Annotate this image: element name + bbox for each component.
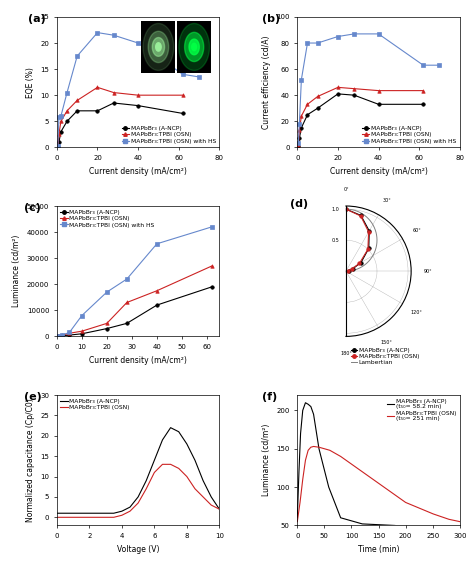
Legend: MAPbBr₃ (A-NCP), MAPbBr₃:TPBI (OSN), MAPbBr₃:TPBI (OSN) with HS: MAPbBr₃ (A-NCP), MAPbBr₃:TPBI (OSN), MAP… [60, 209, 155, 228]
Text: (b): (b) [262, 14, 280, 24]
MAPbBr₃ (A-NCP)
(t₅₀= 58.2 min) [326, 484, 332, 490]
MAPbBr₃ (A-NCP)
(t₅₀= 58.2 min) [308, 403, 314, 410]
Text: (f): (f) [262, 393, 277, 402]
MAPbBr₃ (A-NCP)
(t₅₀= 58.2 min) [294, 514, 300, 521]
Y-axis label: Normalized capacitance (Cp/C0): Normalized capacitance (Cp/C0) [26, 398, 35, 522]
MAPbBr₃ (A-NCP)
(t₅₀= 58.2 min) [298, 430, 303, 437]
MAPbBr₃:TPBI (OSN)
(t₅₀= 251 min) [308, 444, 314, 451]
Text: (a): (a) [27, 14, 46, 24]
MAPbBr₃:TPBI (OSN)
(t₅₀= 251 min) [302, 457, 308, 464]
MAPbBr₃:TPBI (OSN)
(t₅₀= 251 min) [365, 472, 371, 479]
Line: MAPbBr₃ (A-NCP)
(t₅₀= 58.2 min): MAPbBr₃ (A-NCP) (t₅₀= 58.2 min) [297, 403, 395, 525]
Legend: MAPbBr₃ (A-NCP), MAPbBr₃:TPBI (OSN), MAPbBr₃:TPBI (OSN) with HS: MAPbBr₃ (A-NCP), MAPbBr₃:TPBI (OSN), MAP… [121, 125, 216, 144]
MAPbBr₃:TPBI (OSN)
(t₅₀= 251 min) [311, 443, 317, 450]
X-axis label: Current density (mA/cm²): Current density (mA/cm²) [89, 355, 187, 364]
Y-axis label: Current efficiency (cd/A): Current efficiency (cd/A) [262, 36, 271, 129]
MAPbBr₃ (A-NCP)
(t₅₀= 58.2 min) [302, 399, 308, 406]
MAPbBr₃:TPBI (OSN)
(t₅₀= 251 min) [338, 453, 344, 460]
Y-axis label: Luminance (cd/m²): Luminance (cd/m²) [12, 235, 21, 307]
Line: MAPbBr₃:TPBI (OSN)
(t₅₀= 251 min): MAPbBr₃:TPBI (OSN) (t₅₀= 251 min) [297, 446, 460, 521]
MAPbBr₃ (A-NCP)
(t₅₀= 58.2 min) [296, 468, 302, 475]
MAPbBr₃:TPBI (OSN)
(t₅₀= 251 min) [294, 518, 300, 525]
X-axis label: Voltage (V): Voltage (V) [117, 545, 159, 554]
MAPbBr₃ (A-NCP)
(t₅₀= 58.2 min) [311, 411, 317, 418]
Y-axis label: Luminance (cd/m²): Luminance (cd/m²) [262, 424, 271, 497]
MAPbBr₃:TPBI (OSN)
(t₅₀= 251 min) [327, 447, 333, 454]
Y-axis label: EQE (%): EQE (%) [26, 67, 35, 98]
Legend: MAPbBr₃ (A-NCP), MAPbBr₃:TPBI (OSN), MAPbBr₃:TPBI (OSN) with HS: MAPbBr₃ (A-NCP), MAPbBr₃:TPBI (OSN), MAP… [361, 125, 457, 144]
MAPbBr₃ (A-NCP)
(t₅₀= 58.2 min) [300, 407, 306, 414]
MAPbBr₃ (A-NCP)
(t₅₀= 58.2 min) [338, 514, 344, 521]
X-axis label: Current density (mA/cm²): Current density (mA/cm²) [329, 167, 428, 176]
Legend: MAPbBr₃ (A-NCP), MAPbBr₃:TPBI (OSN): MAPbBr₃ (A-NCP), MAPbBr₃:TPBI (OSN) [60, 398, 130, 411]
Text: (c): (c) [24, 203, 41, 214]
MAPbBr₃:TPBI (OSN)
(t₅₀= 251 min) [305, 447, 311, 454]
MAPbBr₃ (A-NCP)
(t₅₀= 58.2 min) [305, 401, 311, 408]
MAPbBr₃:TPBI (OSN)
(t₅₀= 251 min) [300, 476, 306, 483]
MAPbBr₃:TPBI (OSN)
(t₅₀= 251 min) [381, 484, 387, 490]
MAPbBr₃:TPBI (OSN)
(t₅₀= 251 min) [403, 499, 409, 506]
MAPbBr₃:TPBI (OSN)
(t₅₀= 251 min) [297, 499, 303, 506]
MAPbBr₃ (A-NCP)
(t₅₀= 58.2 min) [316, 445, 322, 452]
X-axis label: Time (min): Time (min) [358, 545, 399, 554]
MAPbBr₃:TPBI (OSN)
(t₅₀= 251 min) [349, 460, 355, 467]
MAPbBr₃ (A-NCP)
(t₅₀= 58.2 min) [392, 522, 398, 529]
X-axis label: Current density (mA/cm²): Current density (mA/cm²) [89, 167, 187, 176]
MAPbBr₃:TPBI (OSN)
(t₅₀= 251 min) [457, 518, 463, 525]
MAPbBr₃:TPBI (OSN)
(t₅₀= 251 min) [316, 444, 322, 451]
Text: (d): (d) [290, 199, 308, 210]
MAPbBr₃ (A-NCP)
(t₅₀= 58.2 min) [359, 520, 365, 527]
MAPbBr₃:TPBI (OSN)
(t₅₀= 251 min) [446, 516, 452, 523]
Text: (e): (e) [24, 393, 42, 402]
Legend: MAPbBr₃ (A-NCP)
(t₅₀= 58.2 min), MAPbBr₃:TPBI (OSN)
(t₅₀= 251 min): MAPbBr₃ (A-NCP) (t₅₀= 58.2 min), MAPbBr₃… [386, 398, 457, 422]
Legend: MAPbBr₃ (A-NCP), MAPbBr₃:TPBI (OSN), Lambertian: MAPbBr₃ (A-NCP), MAPbBr₃:TPBI (OSN), Lam… [350, 347, 420, 366]
MAPbBr₃:TPBI (OSN)
(t₅₀= 251 min) [430, 511, 436, 518]
